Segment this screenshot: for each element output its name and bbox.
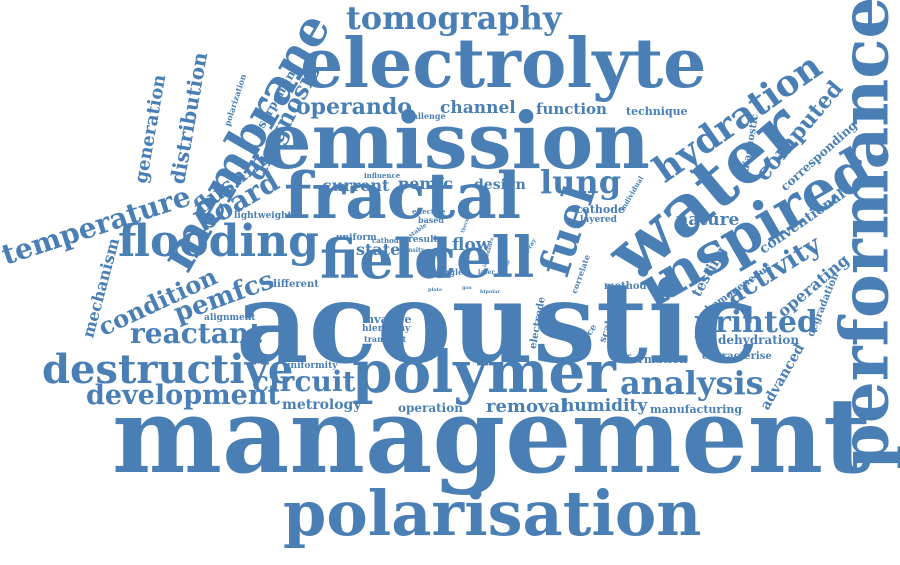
word-field: field [320,227,452,291]
word-humidity: humidity [562,396,648,416]
word-electrolyte: electrolyte [300,24,707,104]
word-cathode: cathode [576,203,625,216]
word-result: result [408,235,438,245]
word-density: density [400,247,425,254]
word-invasive: invasive [362,313,412,326]
word-uniform: uniform [336,233,377,243]
word-fractal: fractal [284,159,522,234]
word-flooding: flooding [118,216,319,267]
word-different: different [270,279,319,290]
word-influence: influence [364,171,401,180]
word-metrology: metrology [282,397,362,413]
word-generation: generation [130,72,171,185]
word-operando: operando [296,94,412,120]
word-cathodic: cathodic [372,236,406,245]
word-destructive: destructive [42,346,294,393]
word-challenge: challenge [402,111,446,121]
word-uniformity: uniformity [284,361,338,371]
word-plate: plate [428,287,443,293]
word-printed: printed [694,305,818,340]
word-channel: channel [440,98,516,118]
word-removal: removal [486,396,567,417]
word-method: method [604,281,647,292]
word-lightweight: lightweight [234,211,292,221]
word-single: single [436,267,464,277]
word-dehydration: dehydration [718,333,800,347]
word-manufacturing: manufacturing [650,403,743,416]
word-tomography: tomography [346,0,562,37]
word-effective: effective [412,207,446,216]
word-emission: emission [262,96,650,187]
word-formation: formation [626,353,688,366]
word-pemfc: pemfc [398,174,453,193]
word-development: development [86,380,280,411]
word-characterise: characterise [702,351,772,362]
word-alignment: alignment [204,313,256,323]
word-bipolar: bipolar [480,289,500,295]
word-flow: flow [452,235,491,255]
word-acoustic: acoustic [236,258,759,389]
word-circuit: circuit [252,365,356,398]
word-design: design [474,177,526,193]
word-management: management [112,374,872,497]
word-performance: performance [825,0,900,470]
word-analysis: analysis [620,364,764,402]
word-function: function [536,100,607,118]
word-gas: gas [462,285,472,291]
word-polarisation: polarisation [283,477,702,550]
word-state: state [356,240,401,259]
word-cell: cell [422,225,535,291]
word-laser: laser [478,269,495,276]
word-hierarchy: hierarchy [362,324,411,334]
word-lung: lung [540,163,622,201]
word-polymer: polymer [352,338,616,406]
word-operation: operation [398,401,463,415]
word-layered: layered [580,215,617,225]
word-based: based [418,215,444,225]
word-current: current [322,176,390,195]
word-reactant: reactant [130,317,263,350]
word-technique: technique [626,105,688,118]
word-nature: nature [676,210,740,230]
word-transport: transport [364,334,407,344]
